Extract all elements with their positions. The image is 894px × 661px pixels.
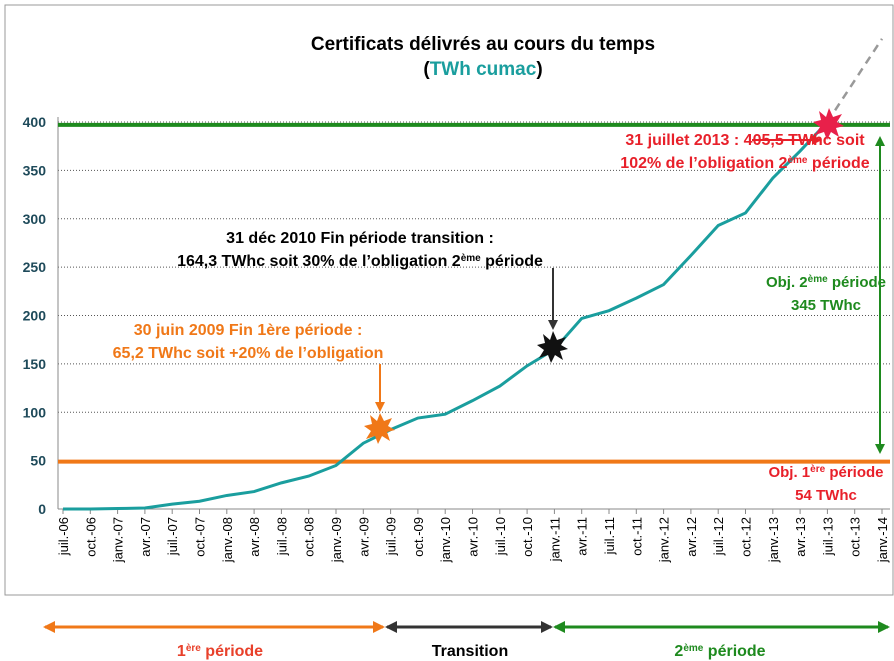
- x-tick-label: avr.-12: [684, 517, 699, 557]
- text-part: 31 déc 2010 Fin période transition :: [226, 230, 494, 247]
- x-tick-label: janv.-08: [220, 517, 235, 563]
- y-tick-label: 200: [23, 308, 47, 324]
- x-tick-label: juil.-13: [820, 517, 835, 556]
- x-tick-label: janv.-09: [329, 517, 344, 563]
- y-tick-label: 250: [23, 259, 47, 275]
- chart-title: Certificats délivrés au cours du temps: [311, 34, 655, 55]
- x-tick-label: juil.-09: [384, 517, 399, 556]
- superscript: ème: [787, 155, 807, 166]
- text-part: 2: [674, 643, 683, 660]
- x-tick-label: oct.-07: [193, 517, 208, 557]
- x-tick-label: juil.-12: [711, 517, 726, 556]
- text-part: 164,3 TWhc soit 30% de l’obligation 2: [177, 253, 461, 270]
- text-part: 345 TWhc: [791, 297, 861, 314]
- x-tick-label: oct.-09: [411, 517, 426, 557]
- period-label: Transition: [432, 643, 508, 660]
- x-tick-label: janv.-11: [547, 517, 562, 562]
- plot: Certificats délivrés au cours du temps (T…: [23, 34, 890, 563]
- text-part: période: [703, 643, 765, 660]
- x-tick-label: oct.-06: [83, 517, 98, 557]
- x-tick-label: juil.-10: [493, 517, 508, 556]
- annotation: 30 juin 2009 Fin 1ère période :: [134, 322, 363, 339]
- x-tick-label: avr.-09: [356, 517, 371, 557]
- x-tick-label: avr.-10: [466, 517, 481, 557]
- x-tick-label: avr.-08: [247, 517, 262, 557]
- annotation: 54 TWhc: [795, 487, 857, 504]
- text-part: période: [807, 155, 869, 172]
- subtitle-part: (: [423, 59, 430, 80]
- text-part: 102% de l’obligation 2: [620, 155, 787, 172]
- x-tick-label: avr.-13: [793, 517, 808, 557]
- marker-star: [537, 331, 568, 363]
- subtitle-part: TWh cumac: [430, 59, 537, 80]
- data-line: [826, 38, 884, 123]
- text-part: Obj. 2: [766, 274, 808, 291]
- text-part: 54 TWhc: [795, 487, 857, 504]
- text-part: 31 juillet 2013 : 405,5 TWhc soit: [625, 132, 865, 149]
- period-label: 1ère période: [177, 643, 263, 661]
- x-tick-label: janv.-13: [766, 517, 781, 563]
- text-part: période: [825, 464, 883, 481]
- annotation: 31 déc 2010 Fin période transition :: [226, 230, 494, 247]
- x-tick-label: avr.-07: [138, 517, 153, 557]
- y-tick-label: 350: [23, 162, 47, 178]
- x-tick-label: oct.-08: [302, 517, 317, 557]
- x-tick-label: janv.-14: [875, 517, 890, 563]
- x-tick-label: juil.-06: [56, 517, 71, 556]
- period-label: 2ème période: [674, 643, 765, 661]
- data-line: [63, 120, 829, 511]
- x-tick-label: avr.-11: [575, 517, 590, 556]
- y-tick-label: 50: [30, 453, 46, 469]
- text-part: période: [201, 643, 263, 660]
- annotation: 345 TWhc: [791, 297, 861, 314]
- annotation: 164,3 TWhc soit 30% de l’obligation 2ème…: [177, 253, 543, 271]
- x-tick-label: juil.-07: [165, 517, 180, 556]
- x-tick-label: janv.-10: [438, 517, 453, 563]
- text-part: Obj. 1: [768, 464, 810, 481]
- superscript: ère: [186, 643, 201, 654]
- superscript: ème: [683, 643, 703, 654]
- text-part: Transition: [432, 643, 508, 660]
- text-part: 65,2 TWhc soit +20% de l’obligation: [113, 345, 384, 362]
- superscript: ème: [808, 274, 828, 285]
- annotation: Obj. 1ère période: [768, 464, 883, 482]
- x-tick-label: janv.-12: [657, 517, 672, 563]
- text-part: 1: [177, 643, 186, 660]
- superscript: ème: [461, 253, 481, 264]
- superscript: ère: [810, 464, 825, 475]
- text-part: 30 juin 2009 Fin 1ère période :: [134, 322, 363, 339]
- y-tick-label: 0: [38, 501, 46, 517]
- chart-subtitle: (TWh cumac): [423, 59, 542, 80]
- subtitle-part: ): [536, 59, 542, 80]
- annotation: Obj. 2ème période: [766, 274, 886, 292]
- x-tick-label: juil.-08: [274, 517, 289, 556]
- chart-frame: [4, 4, 894, 596]
- y-tick-label: 400: [23, 114, 47, 130]
- marker-star: [813, 108, 844, 140]
- annotation: 102% de l’obligation 2ème période: [620, 155, 870, 173]
- text-part: période: [828, 274, 886, 291]
- x-tick-label: oct.-11: [629, 517, 644, 556]
- x-tick-label: oct.-13: [848, 517, 863, 557]
- annotation: 65,2 TWhc soit +20% de l’obligation: [113, 345, 384, 362]
- x-tick-label: janv.-07: [111, 517, 126, 563]
- y-tick-label: 150: [23, 356, 47, 372]
- text-part: période: [481, 253, 543, 270]
- x-tick-label: oct.-12: [739, 517, 754, 557]
- x-tick-label: oct.-10: [520, 517, 535, 557]
- y-tick-label: 100: [23, 404, 47, 420]
- x-tick-label: juil.-11: [602, 517, 617, 555]
- annotation: 31 juillet 2013 : 405,5 TWhc soit: [625, 132, 865, 149]
- y-tick-label: 300: [23, 211, 47, 227]
- marker-star: [364, 413, 395, 444]
